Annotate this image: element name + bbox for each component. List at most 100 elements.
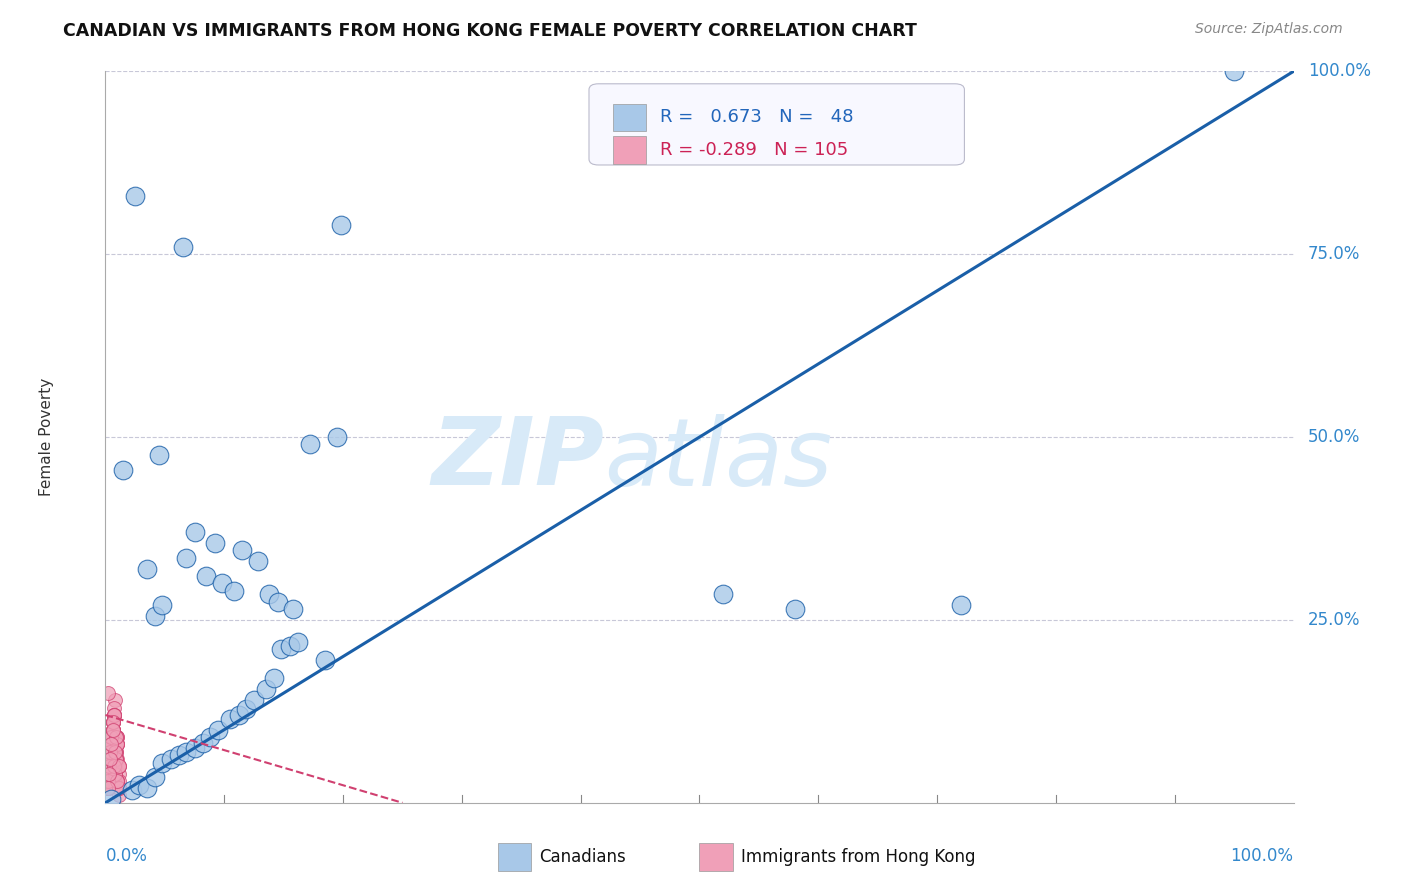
Point bbox=[105, 752, 128, 766]
Text: 0.0%: 0.0% bbox=[105, 847, 148, 864]
Point bbox=[101, 723, 124, 737]
Point bbox=[98, 745, 121, 759]
Point bbox=[98, 766, 121, 780]
Point bbox=[103, 773, 125, 788]
Point bbox=[143, 770, 166, 784]
Point bbox=[104, 766, 127, 780]
FancyBboxPatch shape bbox=[589, 84, 965, 165]
Point bbox=[204, 536, 226, 550]
Point bbox=[191, 736, 214, 750]
Point bbox=[101, 723, 124, 737]
Point bbox=[222, 583, 245, 598]
Point bbox=[107, 759, 129, 773]
Point bbox=[101, 723, 124, 737]
Point bbox=[97, 781, 120, 796]
Bar bbox=[613, 103, 645, 131]
Point bbox=[105, 737, 128, 751]
Point bbox=[121, 782, 143, 797]
Point bbox=[105, 730, 128, 744]
Text: Source: ZipAtlas.com: Source: ZipAtlas.com bbox=[1195, 22, 1343, 37]
Point bbox=[98, 745, 121, 759]
Point bbox=[97, 781, 120, 796]
Point bbox=[98, 759, 121, 773]
Point bbox=[101, 715, 124, 730]
Point bbox=[97, 773, 120, 788]
Point bbox=[98, 766, 121, 780]
Point bbox=[97, 773, 120, 788]
Point bbox=[100, 737, 122, 751]
Point bbox=[105, 730, 128, 744]
Point bbox=[101, 723, 124, 737]
Point bbox=[278, 639, 301, 653]
Text: 100.0%: 100.0% bbox=[1230, 847, 1294, 864]
Point bbox=[107, 781, 129, 796]
Point bbox=[152, 756, 174, 770]
Point bbox=[97, 686, 120, 700]
Point bbox=[105, 752, 128, 766]
Point bbox=[198, 730, 221, 744]
Point bbox=[105, 773, 128, 788]
Point bbox=[243, 693, 266, 707]
Point bbox=[100, 730, 122, 744]
Point bbox=[100, 730, 122, 744]
Point bbox=[97, 781, 120, 796]
Point bbox=[101, 715, 124, 730]
Point bbox=[105, 730, 128, 744]
Point bbox=[105, 730, 128, 744]
Point bbox=[104, 759, 127, 773]
Point bbox=[270, 642, 292, 657]
Point bbox=[287, 635, 309, 649]
Point bbox=[98, 745, 121, 759]
Bar bbox=[498, 843, 531, 871]
Point bbox=[314, 653, 336, 667]
Point bbox=[949, 599, 972, 613]
Point bbox=[105, 745, 128, 759]
Point bbox=[107, 773, 129, 788]
Point bbox=[100, 737, 122, 751]
Point bbox=[263, 672, 285, 686]
Point bbox=[98, 766, 121, 780]
Text: 75.0%: 75.0% bbox=[1308, 245, 1360, 263]
Point bbox=[152, 599, 174, 613]
Point bbox=[100, 792, 122, 806]
Point bbox=[711, 587, 734, 601]
Point bbox=[105, 752, 128, 766]
Point bbox=[783, 602, 806, 616]
Point bbox=[98, 759, 121, 773]
Point bbox=[105, 773, 128, 788]
Point bbox=[104, 759, 127, 773]
Point bbox=[103, 759, 125, 773]
Point bbox=[159, 752, 181, 766]
Point bbox=[101, 715, 124, 730]
Point bbox=[98, 745, 121, 759]
Text: 25.0%: 25.0% bbox=[1308, 611, 1360, 629]
Point bbox=[98, 766, 121, 780]
Point bbox=[98, 759, 121, 773]
Point bbox=[143, 609, 166, 624]
Point bbox=[183, 525, 205, 540]
Point bbox=[1223, 64, 1246, 78]
Point bbox=[101, 723, 124, 737]
Point bbox=[105, 737, 128, 751]
Point bbox=[100, 730, 122, 744]
Point bbox=[97, 773, 120, 788]
Point bbox=[103, 759, 125, 773]
Text: 50.0%: 50.0% bbox=[1308, 428, 1360, 446]
Point bbox=[98, 752, 121, 766]
Point bbox=[103, 759, 125, 773]
Point bbox=[101, 715, 124, 730]
Point bbox=[98, 752, 121, 766]
Point bbox=[172, 240, 194, 254]
Text: R = -0.289   N = 105: R = -0.289 N = 105 bbox=[661, 141, 849, 159]
Point bbox=[267, 594, 290, 608]
Point bbox=[101, 715, 124, 730]
Point bbox=[100, 737, 122, 751]
Point bbox=[107, 759, 129, 773]
Point bbox=[103, 708, 125, 723]
Point bbox=[104, 745, 127, 759]
Point bbox=[100, 730, 122, 744]
Point bbox=[100, 730, 122, 744]
Point bbox=[104, 766, 127, 780]
Point bbox=[101, 723, 124, 737]
Point bbox=[103, 708, 125, 723]
